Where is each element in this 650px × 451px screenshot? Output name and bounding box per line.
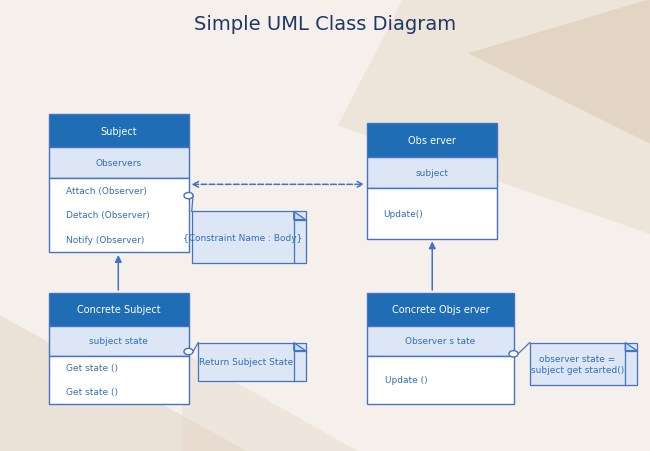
Text: Detach (Observer): Detach (Observer) xyxy=(66,211,150,220)
FancyBboxPatch shape xyxy=(367,293,514,327)
Polygon shape xyxy=(0,316,247,451)
Polygon shape xyxy=(468,0,650,144)
FancyBboxPatch shape xyxy=(49,293,188,327)
Text: Get state (): Get state () xyxy=(66,364,118,373)
Polygon shape xyxy=(338,0,650,235)
Text: Concrete Objs erver: Concrete Objs erver xyxy=(391,305,489,315)
FancyBboxPatch shape xyxy=(530,343,637,386)
FancyBboxPatch shape xyxy=(49,148,188,178)
Text: Simple UML Class Diagram: Simple UML Class Diagram xyxy=(194,15,456,34)
Text: Observer s tate: Observer s tate xyxy=(405,337,476,346)
FancyBboxPatch shape xyxy=(367,189,497,239)
FancyBboxPatch shape xyxy=(49,356,188,404)
Text: Notify (Observer): Notify (Observer) xyxy=(66,236,144,245)
Text: Subject: Subject xyxy=(100,127,137,137)
Text: {Constraint Name : Body}: {Constraint Name : Body} xyxy=(183,234,302,242)
Polygon shape xyxy=(294,343,306,351)
Text: Update (): Update () xyxy=(385,375,428,384)
Polygon shape xyxy=(625,343,637,351)
Text: subject state: subject state xyxy=(89,337,148,346)
FancyBboxPatch shape xyxy=(367,356,514,404)
Text: Get state (): Get state () xyxy=(66,387,118,396)
FancyBboxPatch shape xyxy=(192,212,306,264)
FancyBboxPatch shape xyxy=(49,115,188,148)
Text: Concrete Subject: Concrete Subject xyxy=(77,305,161,315)
Circle shape xyxy=(184,193,193,199)
Polygon shape xyxy=(294,212,306,220)
FancyBboxPatch shape xyxy=(49,178,188,253)
Circle shape xyxy=(184,349,193,355)
FancyBboxPatch shape xyxy=(367,327,514,356)
Circle shape xyxy=(509,351,518,357)
Text: Observers: Observers xyxy=(96,159,142,168)
Text: Return Subject State: Return Subject State xyxy=(199,358,293,366)
Text: observer state =
subject get started(): observer state = subject get started() xyxy=(531,354,624,374)
Polygon shape xyxy=(182,352,358,451)
Text: subject: subject xyxy=(416,168,448,177)
FancyBboxPatch shape xyxy=(198,343,306,381)
Text: Attach (Observer): Attach (Observer) xyxy=(66,186,146,195)
FancyBboxPatch shape xyxy=(367,124,497,157)
FancyBboxPatch shape xyxy=(367,157,497,189)
FancyBboxPatch shape xyxy=(49,327,188,356)
Text: Obs erver: Obs erver xyxy=(408,136,456,146)
Text: Update(): Update() xyxy=(383,209,422,218)
